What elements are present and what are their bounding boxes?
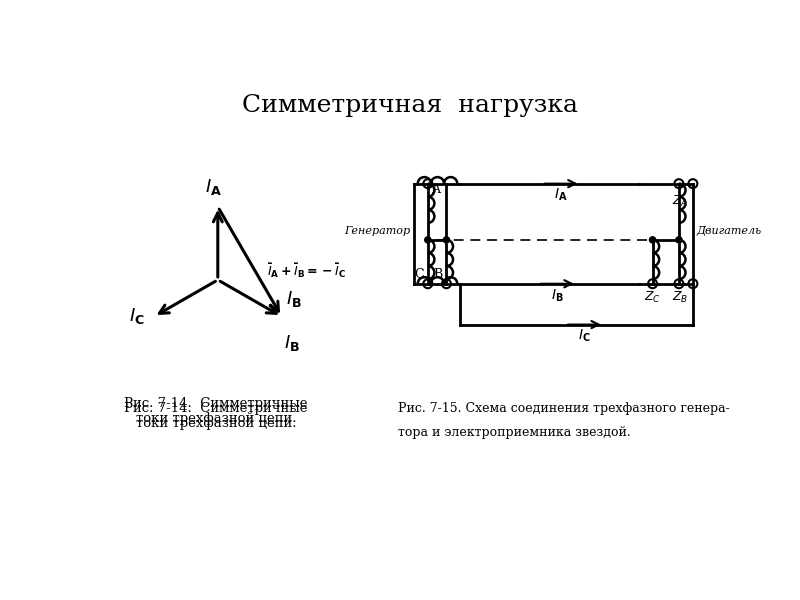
Text: Рис. 7-14.  Симметричные
токи трехфазной цепи.: Рис. 7-14. Симметричные токи трехфазной …	[125, 397, 308, 425]
Text: $\mathbf{\mathit{I}_B}$: $\mathbf{\mathit{I}_B}$	[284, 334, 300, 353]
Text: $Z_A$: $Z_A$	[671, 194, 688, 209]
Circle shape	[676, 237, 682, 243]
Circle shape	[425, 237, 431, 243]
Text: Двигатель: Двигатель	[697, 226, 762, 236]
Text: $\mathbf{\mathit{I}_B}$: $\mathbf{\mathit{I}_B}$	[551, 287, 564, 304]
Circle shape	[443, 237, 450, 243]
Text: Рис. 7-14.  Симметричные
токи трехфазной цепи.: Рис. 7-14. Симметричные токи трехфазной …	[125, 401, 308, 430]
Circle shape	[650, 237, 656, 243]
Text: Симметричная  нагрузка: Симметричная нагрузка	[242, 94, 578, 116]
Text: $\mathbf{\mathit{I}_A}$: $\mathbf{\mathit{I}_A}$	[206, 177, 222, 197]
Text: $\mathbf{\mathit{I}_C}$: $\mathbf{\mathit{I}_C}$	[129, 307, 145, 326]
Text: $\mathbf{\mathit{I}_A}$: $\mathbf{\mathit{I}_A}$	[554, 187, 568, 203]
Text: тора и электроприемника звездой.: тора и электроприемника звездой.	[398, 426, 631, 439]
Text: $\mathbf{\mathit{I}_B}$: $\mathbf{\mathit{I}_B}$	[286, 289, 302, 309]
Text: C: C	[414, 268, 423, 281]
Text: $\mathbf{\bar{\mathit{I}}_A+\bar{\mathit{I}}_B=-\bar{\mathit{I}}_C}$: $\mathbf{\bar{\mathit{I}}_A+\bar{\mathit…	[266, 262, 346, 280]
Text: B: B	[434, 268, 442, 281]
Text: $Z_B$: $Z_B$	[671, 290, 688, 305]
Text: $Z_C$: $Z_C$	[644, 290, 661, 305]
Text: Генератор: Генератор	[344, 226, 410, 236]
Text: A: A	[431, 183, 440, 196]
Text: Рис. 7-15. Схема соединения трехфазного генера-: Рис. 7-15. Схема соединения трехфазного …	[398, 401, 730, 415]
Text: $\mathbf{\mathit{I}_C}$: $\mathbf{\mathit{I}_C}$	[578, 328, 590, 344]
